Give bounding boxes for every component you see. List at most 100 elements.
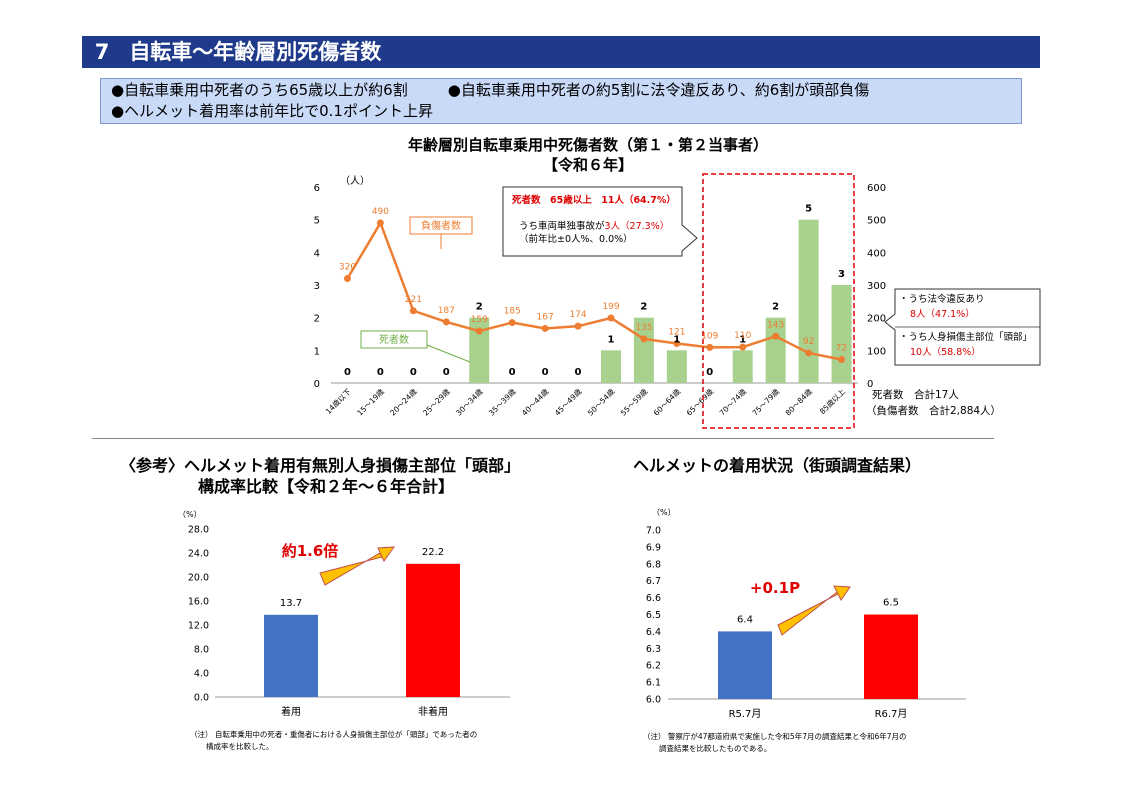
- left-tick-label: 5: [314, 216, 320, 227]
- injured-value-label: 167: [537, 312, 554, 322]
- main-chart-title-1: 年齢層別自転車乗用中死傷者数（第１・第２当事者）: [408, 136, 768, 154]
- injured-value-label: 121: [668, 327, 685, 337]
- summary-line-1a: ●自転車乗用中死者のうち65歳以上が約6割: [111, 81, 408, 99]
- deaths-series-label: 死者数: [379, 333, 409, 346]
- helmet-unit: （%）: [652, 508, 676, 517]
- helmet-tick-label: 6.7: [646, 576, 661, 587]
- helmet-tick-label: 6.0: [646, 695, 661, 706]
- left-tick-label: 1: [314, 346, 320, 357]
- ref-tick-label: 28.0: [188, 525, 209, 536]
- total-injured: （負傷者数 合計2,884人）: [866, 404, 1001, 417]
- death-value-label: 0: [410, 367, 417, 378]
- injured-point: [673, 339, 681, 347]
- injured-value-label: 143: [767, 320, 784, 330]
- left-tick-label: 6: [314, 183, 320, 194]
- section-number: 7: [94, 40, 110, 64]
- injured-point: [508, 319, 516, 327]
- death-value-label: 0: [377, 367, 384, 378]
- right-tick-label: 600: [867, 183, 886, 194]
- helmet-value-label: 6.5: [883, 598, 899, 609]
- death-value-label: 5: [805, 204, 812, 215]
- section-divider: [92, 438, 994, 439]
- injured-point: [772, 332, 780, 340]
- summary-box: ●自転車乗用中死者のうち65歳以上が約6割 ●自転車乗用中死者の約5割に法令違反あ…: [100, 78, 1022, 124]
- helmet-tick-label: 6.5: [646, 610, 661, 621]
- injured-point: [475, 327, 483, 335]
- ref-tick-label: 16.0: [188, 597, 209, 608]
- injured-point: [343, 274, 351, 282]
- helmet-category-label: R5.7月: [729, 708, 762, 720]
- death-value-label: 1: [607, 334, 614, 345]
- right-tick-label: 200: [867, 314, 886, 325]
- ref-category-label: 着用: [281, 705, 301, 718]
- main-chart-title-2: 【令和６年】: [543, 156, 633, 174]
- callout-top-line-1: 死者数 65歳以上 11人（64.7%）: [511, 194, 676, 206]
- left-axis-unit: （人）: [340, 175, 370, 187]
- helmet-tick-label: 6.3: [646, 644, 661, 655]
- injured-line: [346, 220, 842, 361]
- ref-note-2: 構成率を比較した。: [206, 741, 274, 751]
- injured-value-label: 109: [701, 331, 718, 341]
- injured-value-label: 187: [438, 306, 455, 316]
- callout-right-line-4: 10人（58.8%）: [910, 346, 981, 358]
- injured-point: [739, 343, 747, 351]
- injured-value-label: 320: [339, 262, 356, 272]
- death-bar: [633, 317, 654, 383]
- injured-point: [640, 335, 648, 343]
- injured-point: [838, 355, 846, 363]
- death-bar: [469, 317, 490, 383]
- helmet-tick-label: 6.4: [646, 627, 661, 638]
- callout-right-line-1: ・うち法令違反あり: [899, 293, 985, 305]
- death-value-label: 0: [344, 367, 351, 378]
- ref-note-1: （注） 自転車乗用中の死者・重傷者における人身損傷主部位が「頭部」であった者の: [190, 729, 477, 739]
- callout-top-line-3: （前年比±0人%、0.0%）: [519, 233, 633, 245]
- injured-point: [706, 343, 714, 351]
- section-title: 自転車～年齢層別死傷者数: [129, 40, 382, 64]
- death-value-label: 0: [575, 367, 582, 378]
- injured-value-label: 199: [602, 302, 619, 312]
- helmet-title: ヘルメットの着用状況（街頭調査結果）: [633, 456, 922, 475]
- ref-value-label: 13.7: [280, 598, 302, 609]
- injured-value-label: 490: [372, 207, 389, 217]
- ref-bar: [406, 563, 460, 697]
- death-value-label: 0: [542, 367, 549, 378]
- helmet-tick-label: 6.2: [646, 661, 661, 672]
- callout-top-line-2a: うち車両単独事故が: [519, 220, 605, 232]
- injured-value-label: 72: [836, 343, 847, 353]
- left-tick-label: 3: [314, 281, 320, 292]
- death-value-label: 0: [509, 367, 516, 378]
- injured-point: [607, 314, 615, 322]
- death-value-label: 2: [772, 302, 779, 313]
- death-bar: [765, 317, 786, 383]
- ref-category-label: 非着用: [418, 705, 448, 718]
- ref-tick-label: 24.0: [188, 549, 209, 560]
- helmet-tick-label: 6.9: [646, 542, 661, 553]
- section-header: 7 自転車～年齢層別死傷者数: [82, 36, 1040, 68]
- callout-top-line-2b: 3人（27.3%）: [605, 220, 670, 232]
- callout-right-line-3: ・うち人身損傷主部位「頭部」: [899, 331, 1032, 343]
- death-bar: [732, 350, 753, 383]
- helmet-category-label: R6.7月: [875, 708, 908, 720]
- right-tick-label: 400: [867, 248, 886, 259]
- left-tick-label: 4: [314, 248, 320, 259]
- helmet-note-1: （注） 警察庁が47都道府県で実施した令和5年7月の調査結果と令和6年7月の: [643, 731, 907, 741]
- helmet-tick-label: 6.1: [646, 678, 661, 689]
- right-tick-label: 100: [867, 346, 886, 357]
- ref-title-1: 〈参考〉ヘルメット着用有無別人身損傷主部位「頭部」: [120, 456, 521, 475]
- helmet-value-label: 6.4: [737, 614, 753, 625]
- helmet-arrow-label: +0.1P: [750, 579, 800, 597]
- helmet-bar: [864, 614, 918, 699]
- ref-bar: [264, 614, 318, 697]
- total-deaths: 死者数 合計17人: [872, 388, 959, 401]
- injured-value-label: 110: [734, 331, 751, 341]
- ref-tick-label: 8.0: [194, 645, 209, 656]
- injured-series-label: 負傷者数: [421, 219, 461, 232]
- helmet-tick-label: 7.0: [646, 526, 661, 537]
- ref-tick-label: 20.0: [188, 573, 209, 584]
- ref-title-2: 構成率比較【令和２年～６年合計】: [198, 477, 455, 496]
- ref-tick-label: 0.0: [194, 693, 209, 704]
- ref-arrow-label: 約1.6倍: [282, 542, 339, 560]
- injured-point: [409, 307, 417, 315]
- ref-value-label: 22.2: [422, 547, 444, 558]
